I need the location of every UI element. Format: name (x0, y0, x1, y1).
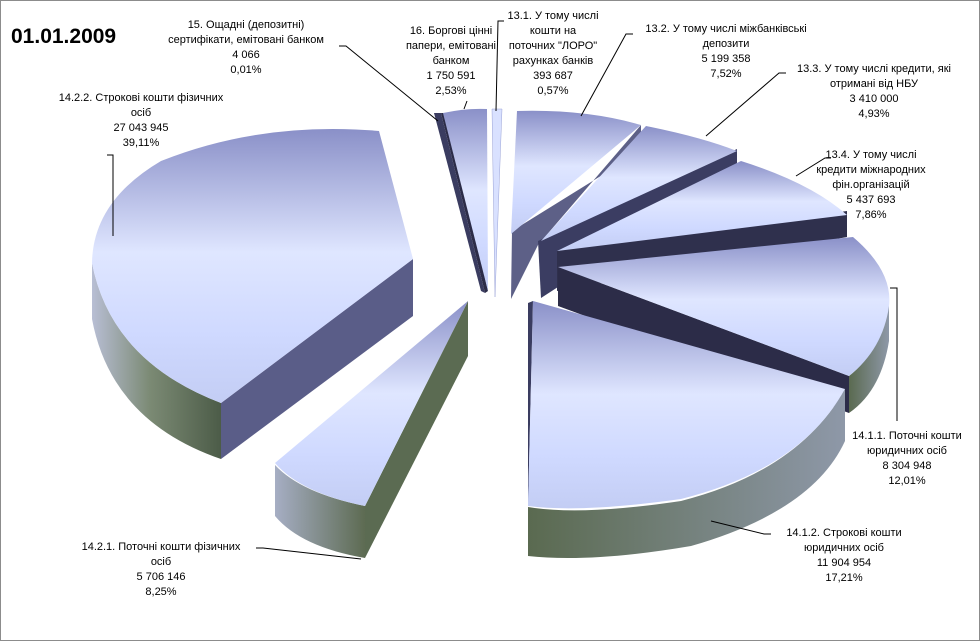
leader-s13_2 (580, 33, 633, 117)
leader-lines (107, 20, 898, 560)
label-s13_3-name-line1: 13.3. У тому числі кредити, які (796, 63, 951, 75)
label-s16-name-line3: банком (432, 55, 470, 67)
label-s13_1-name-line2: кошти на (529, 25, 577, 37)
label-s13_1-value: 393 687 (533, 70, 573, 82)
label-s13_4-value: 5 437 693 (846, 194, 896, 206)
label-s14_2_2-name-line1: 14.2.2. Строкові кошти фізичних (58, 92, 224, 104)
slice-s13_2 (511, 110, 641, 234)
label-s13_4-name-line3: фін.організацій (832, 179, 910, 191)
leader-s16 (463, 100, 468, 110)
label-s14_2_1-value: 5 706 146 (136, 571, 186, 583)
label-s15-name-line1: 15. Ощадні (депозитні) (187, 19, 305, 31)
label-s14_2_1-name-line1: 14.2.1. Поточні кошти фізичних (81, 541, 241, 553)
leader-s13_3 (705, 72, 786, 137)
slice-s14_1_2-side (528, 389, 845, 559)
leader-s13_4 (795, 157, 831, 177)
label-s16-name-line2: папери, емітовані (405, 40, 497, 52)
label-s14_2_2-value: 27 043 945 (113, 122, 169, 134)
label-s16-name-line1: 16. Боргові цінні (409, 25, 493, 37)
data-label-s14_1_1: 14.1.1. Поточні кошти юридичних осіб 8 3… (837, 429, 977, 489)
label-s14_1_1-percent: 12,01% (888, 475, 926, 487)
label-s14_1_1-value: 8 304 948 (882, 460, 932, 472)
slice-s16-side (434, 113, 485, 293)
label-s13_2-name-line2: депозити (702, 38, 750, 50)
label-s16-percent: 2,53% (435, 85, 467, 97)
leader-s14_1_1 (890, 287, 898, 421)
data-label-s13_4: 13.4. У тому числі кредити міжнародних ф… (801, 148, 941, 223)
leader-s13_1 (495, 20, 504, 112)
slice-s14_2_2-side (92, 263, 221, 459)
slice-s14_2_2-side-inner (221, 259, 413, 459)
data-label-s13_1: 13.1. У тому числі кошти на поточних "ЛО… (498, 9, 608, 99)
label-s16-value: 1 750 591 (426, 70, 476, 82)
label-s13_2-percent: 7,52% (710, 68, 742, 80)
label-s15-name-line2: сертифікати, емітовані банком (168, 34, 324, 46)
label-s14_2_1-name-line2: осіб (150, 556, 172, 568)
data-label-s15: 15. Ощадні (депозитні) сертифікати, еміт… (151, 18, 341, 78)
slice-s15-side (441, 113, 488, 293)
chart-title: 01.01.2009 (11, 25, 117, 48)
slice-s14_1_1 (558, 237, 890, 376)
leader-s14_2_1 (256, 547, 362, 560)
slice-s14_2_1-side-inner (365, 301, 468, 558)
label-s14_1_2-value: 11 904 954 (816, 557, 872, 569)
label-s13_1-name-line1: 13.1. У тому числі (507, 10, 599, 22)
label-s13_2-value: 5 199 358 (701, 53, 751, 65)
slice-s13_3 (541, 126, 737, 241)
label-s13_4-percent: 7,86% (855, 209, 887, 221)
leader-s14_1_2 (710, 520, 771, 535)
data-label-s16: 16. Боргові цінні папери, емітовані банк… (391, 24, 511, 99)
data-label-s13_2: 13.2. У тому числі міжбанківські депозит… (631, 22, 821, 82)
label-s13_3-percent: 4,93% (858, 108, 890, 120)
label-s14_1_1-name-line2: юридичних осіб (867, 445, 947, 457)
label-s13_1-name-line3: поточних "ЛОРО" (508, 40, 598, 52)
label-s14_1_2-name-line2: юридичних осіб (804, 542, 884, 554)
label-s15-value: 4 066 (232, 49, 260, 61)
data-label-s14_2_1: 14.2.1. Поточні кошти фізичних осіб 5 70… (61, 540, 261, 600)
label-s14_2_2-percent: 39,11% (122, 137, 160, 149)
label-s14_1_2-name-line1: 14.1.2. Строкові кошти (786, 527, 902, 539)
slice-s14_2_1-side (275, 465, 365, 558)
label-s13_1-percent: 0,57% (537, 85, 569, 97)
slice-s14_1_2 (528, 301, 845, 509)
data-label-s14_2_2: 14.2.2. Строкові кошти фізичних осіб 27 … (41, 91, 241, 151)
label-s13_4-name-line2: кредити міжнародних (816, 164, 926, 176)
slice-s13_1 (491, 108, 503, 298)
slice-s14_2_1 (275, 301, 468, 506)
data-label-s14_1_2: 14.1.2. Строкові кошти юридичних осіб 11… (769, 526, 919, 586)
leader-s14_2_2 (107, 154, 114, 236)
label-s14_1_2-percent: 17,21% (825, 572, 863, 584)
label-s13_2-name-line1: 13.2. У тому числі міжбанківські (645, 23, 807, 35)
label-s13_1-name-line4: рахунках банків (512, 55, 594, 67)
label-s13_3-name-line2: отримані від НБУ (829, 78, 919, 90)
slice-s14_1_1-side-b (849, 301, 889, 413)
slice-s14_2_2 (92, 129, 413, 403)
label-s13_4-name-line1: 13.4. У тому числі (825, 149, 917, 161)
label-s13_3-value: 3 410 000 (849, 93, 899, 105)
slice-s16 (443, 108, 488, 291)
label-s14_2_1-percent: 8,25% (145, 586, 177, 598)
data-label-s13_3: 13.3. У тому числі кредити, які отримані… (779, 62, 969, 122)
slice-s13_4 (557, 161, 847, 251)
leader-s15 (339, 45, 439, 122)
label-s15-percent: 0,01% (230, 64, 262, 76)
label-s14_2_2-name-line2: осіб (130, 107, 152, 119)
label-s14_1_1-name-line1: 14.1.1. Поточні кошти (852, 430, 962, 442)
